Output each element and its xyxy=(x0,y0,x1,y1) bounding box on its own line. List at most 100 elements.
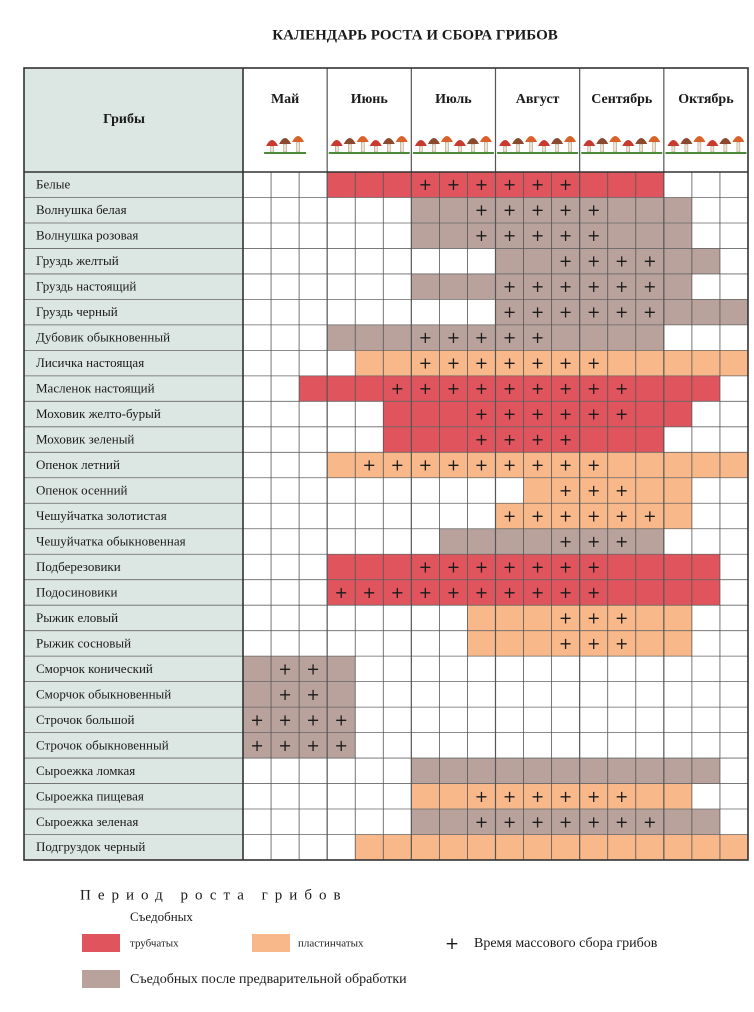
growth-cell xyxy=(355,350,384,376)
growth-cell xyxy=(383,579,412,606)
growth-cell xyxy=(635,222,664,249)
harvest-mark: + xyxy=(587,634,600,653)
mushroom-cap xyxy=(648,136,661,142)
growth-cell xyxy=(327,554,356,580)
mushroom-cap xyxy=(440,136,453,142)
mushroom-cap xyxy=(596,138,609,144)
harvest-mark: + xyxy=(503,787,516,806)
growth-cell xyxy=(551,273,580,300)
harvest-mark: + xyxy=(419,354,432,373)
mushroom-cap xyxy=(330,140,343,146)
growth-cell xyxy=(579,375,608,402)
growth-cell xyxy=(523,783,552,810)
growth-cell xyxy=(523,503,552,529)
mushroom-cap xyxy=(622,140,635,146)
growth-cell xyxy=(383,375,412,402)
growth-cell xyxy=(579,579,608,606)
growth-cell xyxy=(271,656,300,682)
harvest-mark: + xyxy=(615,532,628,551)
harvest-mark: + xyxy=(587,456,600,475)
mushroom-name: Лисичка настоящая xyxy=(36,355,144,370)
growth-cell xyxy=(663,605,692,631)
growth-cell xyxy=(551,248,580,274)
growth-cell xyxy=(607,554,636,580)
growth-cell xyxy=(635,197,664,223)
mushroom-stem xyxy=(652,141,656,153)
growth-cell xyxy=(439,579,468,606)
harvest-mark: + xyxy=(531,507,544,526)
harvest-mark: + xyxy=(503,557,516,576)
harvest-mark: + xyxy=(391,583,404,602)
growth-cell xyxy=(607,222,636,249)
growth-cell xyxy=(495,197,524,223)
growth-cell xyxy=(355,834,384,860)
growth-cell xyxy=(523,579,552,606)
harvest-mark: + xyxy=(447,175,460,194)
growth-cell xyxy=(523,197,552,223)
harvest-mark: + xyxy=(475,557,488,576)
harvest-mark: + xyxy=(531,557,544,576)
harvest-mark: + xyxy=(587,277,600,296)
harvest-mark: + xyxy=(419,557,432,576)
mushroom-name: Рыжик сосновый xyxy=(36,635,131,650)
growth-cell xyxy=(495,554,524,580)
growth-cell xyxy=(439,834,468,860)
mushroom-stem xyxy=(348,143,352,153)
mushroom-cap xyxy=(732,136,745,142)
growth-cell xyxy=(607,477,636,504)
harvest-mark: + xyxy=(278,710,291,729)
growth-cell xyxy=(299,732,328,759)
mushroom-stem xyxy=(296,141,300,153)
mushroom-cap xyxy=(667,140,680,146)
legend-label: Съедобных после предварительной обработк… xyxy=(130,972,407,987)
growth-cell xyxy=(411,172,440,198)
growth-cell xyxy=(439,809,468,835)
growth-cell xyxy=(439,783,468,810)
mushroom-stem xyxy=(400,141,404,153)
growth-cell xyxy=(663,273,692,300)
growth-cell xyxy=(607,172,636,198)
growth-cell xyxy=(551,554,580,580)
growth-cell xyxy=(327,656,356,682)
growth-cell xyxy=(495,834,524,860)
growth-cell xyxy=(551,426,580,453)
legend-swatch xyxy=(252,934,290,952)
growth-cell xyxy=(663,350,692,376)
mushroom-name: Груздь настоящий xyxy=(36,279,136,294)
growth-cell xyxy=(579,426,608,453)
harvest-mark: + xyxy=(503,456,516,475)
harvest-mark: + xyxy=(615,277,628,296)
harvest-mark: + xyxy=(559,608,572,627)
growth-cell xyxy=(635,324,664,351)
growth-cell xyxy=(355,172,384,198)
harvest-mark: + xyxy=(447,583,460,602)
growth-cell xyxy=(495,503,524,529)
growth-cell xyxy=(467,554,496,580)
growth-cell xyxy=(691,248,720,274)
harvest-mark: + xyxy=(447,354,460,373)
harvest-mark: + xyxy=(531,812,544,831)
growth-cell xyxy=(243,707,272,733)
growth-cell xyxy=(635,834,664,860)
growth-cell xyxy=(551,528,580,555)
month-label: Май xyxy=(271,92,299,107)
growth-cell xyxy=(411,579,440,606)
growth-cell xyxy=(607,248,636,274)
mushroom-cap xyxy=(635,138,648,144)
harvest-mark: + xyxy=(278,685,291,704)
growth-cell xyxy=(299,707,328,733)
growth-cell xyxy=(551,350,580,376)
harvest-mark: + xyxy=(531,277,544,296)
growth-cell xyxy=(467,401,496,427)
mushroom-name: Волнушка розовая xyxy=(36,228,138,243)
growth-cell xyxy=(327,681,356,708)
growth-cell xyxy=(607,197,636,223)
growth-cell xyxy=(411,222,440,249)
growth-cell xyxy=(327,324,356,351)
growth-cell xyxy=(495,579,524,606)
legend-heading: Период роста грибов xyxy=(80,887,348,903)
mushroom-stem xyxy=(374,145,378,153)
harvest-mark: + xyxy=(363,456,376,475)
growth-cell xyxy=(383,834,412,860)
harvest-mark: + xyxy=(503,583,516,602)
